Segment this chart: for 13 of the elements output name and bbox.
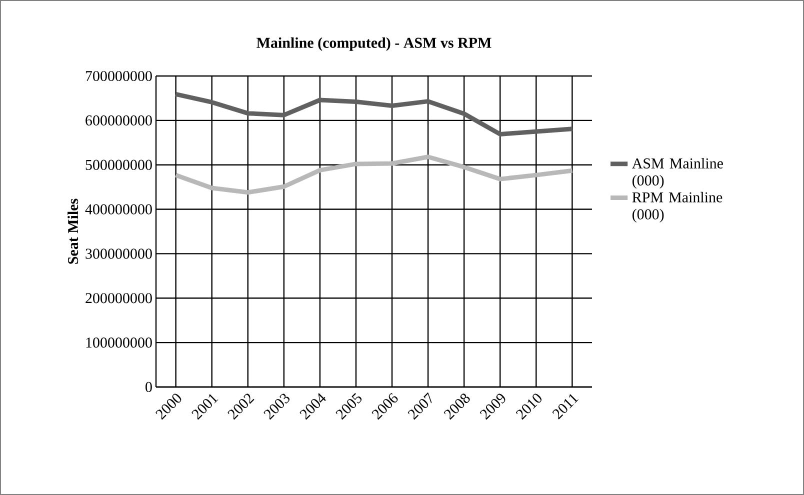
y-tick-label: 0 xyxy=(146,382,152,392)
y-tick-label: 500000000 xyxy=(86,160,152,170)
y-tick-label: 100000000 xyxy=(86,338,152,348)
chart-title: Mainline (computed) - ASM vs RPM xyxy=(256,37,492,51)
y-tick-label: 700000000 xyxy=(86,70,152,82)
y-tick-label: 200000000 xyxy=(86,293,152,304)
y-axis-title: Seat Miles xyxy=(68,198,78,264)
y-tick-label: 600000000 xyxy=(86,115,152,126)
line-series xyxy=(174,154,574,195)
legend-label: RPM Mainline (000) xyxy=(632,192,722,222)
legend-label: ASM Mainline (000) xyxy=(632,158,723,189)
y-tick-label: 400000000 xyxy=(85,204,152,214)
y-tick-label: 300000000 xyxy=(86,248,152,259)
